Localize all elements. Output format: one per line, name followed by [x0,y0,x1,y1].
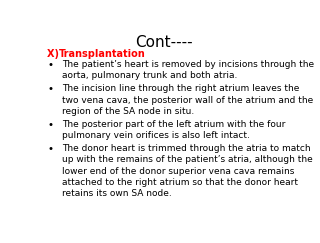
Text: Cont----: Cont---- [135,35,193,50]
Text: X): X) [47,49,63,59]
Text: The posterior part of the left atrium with the four: The posterior part of the left atrium wi… [62,120,286,129]
Text: The incision line through the right atrium leaves the: The incision line through the right atri… [62,84,300,93]
Text: •: • [47,120,53,130]
Text: The patient’s heart is removed by incisions through the: The patient’s heart is removed by incisi… [62,60,315,69]
Text: pulmonary vein orifices is also left intact.: pulmonary vein orifices is also left int… [62,131,250,140]
Text: attached to the right atrium so that the donor heart: attached to the right atrium so that the… [62,178,298,187]
Text: •: • [47,144,53,154]
Text: •: • [47,60,53,70]
Text: region of the SA node in situ.: region of the SA node in situ. [62,107,195,116]
Text: retains its own SA node.: retains its own SA node. [62,189,172,198]
Text: Transplantation: Transplantation [59,49,146,59]
Text: aorta, pulmonary trunk and both atria.: aorta, pulmonary trunk and both atria. [62,71,238,80]
Text: lower end of the donor superior vena cava remains: lower end of the donor superior vena cav… [62,167,295,176]
Text: up with the remains of the patient’s atria, although the: up with the remains of the patient’s atr… [62,156,313,165]
Text: The donor heart is trimmed through the atria to match: The donor heart is trimmed through the a… [62,144,311,153]
Text: •: • [47,84,53,94]
Text: two vena cava, the posterior wall of the atrium and the: two vena cava, the posterior wall of the… [62,95,314,104]
